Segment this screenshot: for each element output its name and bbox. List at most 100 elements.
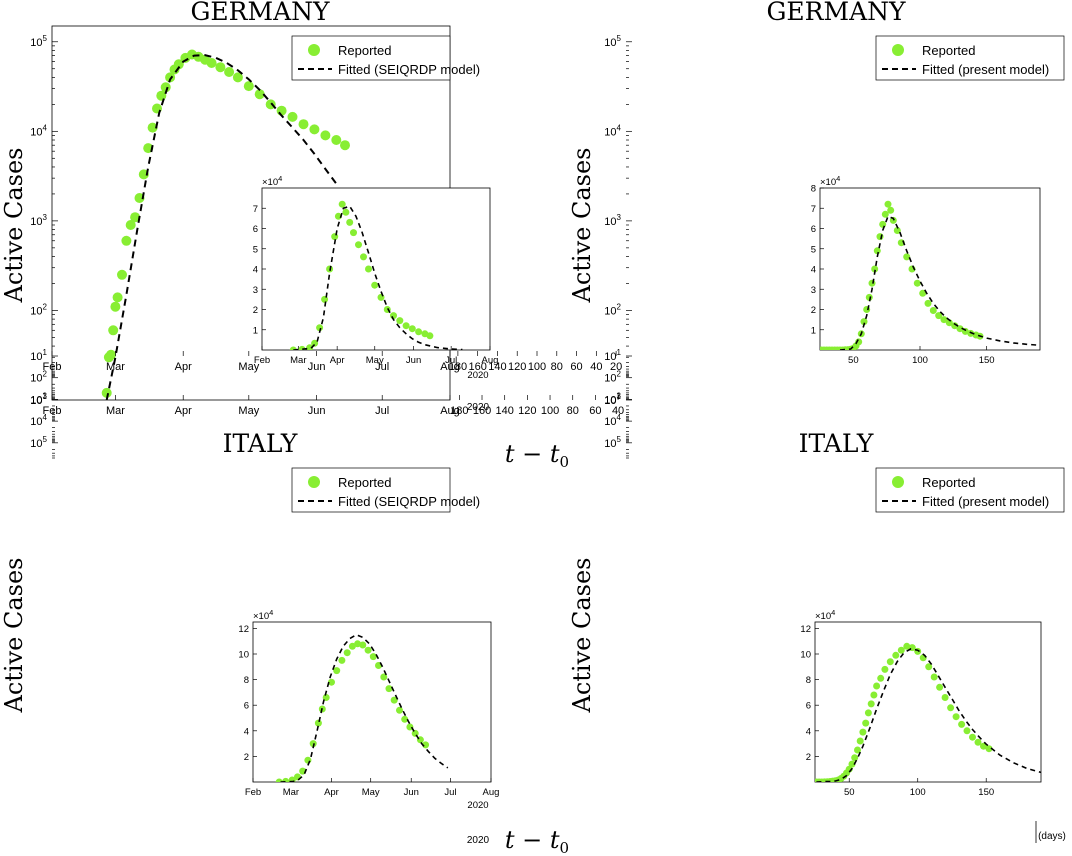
panel4-x-axis-note: (days) [1038, 831, 1066, 842]
panel2-inset-y-multiplier: ×104 [820, 174, 840, 188]
panel2-inset-x-tick-label: 50 [848, 355, 859, 366]
panel3-reported-point [305, 431, 315, 441]
panel4-inset-reported-point [925, 663, 933, 671]
panel4-inset-y-tick-label: 10 [800, 650, 811, 661]
panel2-y-tick-label: 103 [604, 213, 621, 228]
panel4-legend-box [875, 467, 1065, 513]
panel2-inset-y-tick-label: 4 [811, 265, 816, 276]
panel4-reported-point [492, 428, 502, 438]
panel3-inset-x-tick-label: Aug [483, 787, 500, 798]
panel2-legend-label: Reported [922, 43, 975, 58]
panel4-reported-point [573, 429, 583, 439]
panel3-inset-reported-point [359, 641, 367, 649]
panel2-reported-point [568, 54, 578, 64]
panel3-inset-reported-point [282, 777, 290, 782]
panel3-x-tick-label: Apr [175, 361, 192, 373]
panel2-reported-point [564, 57, 574, 67]
panel2-inset-reported-point [868, 279, 876, 287]
panel1-inset-x-note: 2020 [467, 370, 488, 381]
panel4: ITALY10110210310410520406080100120140160… [449, 348, 1066, 856]
panel2-x-tick-label: 140 [496, 405, 514, 417]
panel2-reported-point [579, 59, 589, 69]
panel3-inset-series-fitted [280, 633, 449, 782]
panel3-inset-reported-point [390, 696, 398, 704]
panel4-inset: 2 4 6 8 10 12 50 100 150 ×104 [800, 608, 1042, 798]
panel3-inset-reported-point [385, 685, 393, 693]
panel2-reported-point [609, 236, 619, 246]
panel2-reported-point [538, 94, 548, 104]
panel2-inset-y-tick-label: 7 [811, 204, 816, 215]
panel2-legend-reported-swatch [892, 44, 904, 56]
panel1-reported-point [156, 90, 167, 101]
panel1-reported-point [121, 235, 132, 246]
panel3-inset-reported-point [338, 656, 346, 664]
panel1-x-axis-note: 2020 [467, 402, 490, 413]
panel1-series-reported [101, 49, 350, 398]
panel1-inset-reported-point [371, 281, 379, 289]
panel4-y-tick-label: 105 [604, 435, 621, 450]
panel1-reported-point [134, 193, 145, 203]
panel4-x-tick-label: 140 [488, 361, 506, 373]
panel1-inset-reported-point [311, 339, 319, 347]
panel2-reported-point [600, 166, 610, 176]
panel1-inset-x-tick-label: Mar [290, 355, 306, 366]
panel4-inset-reported-point [854, 746, 861, 754]
panel1-reported-point [117, 269, 127, 280]
panel2-inset-y-tick-label: 2 [811, 305, 816, 316]
panel4-inset-reported-point [985, 745, 993, 753]
panel1-legend-label: Reported [338, 43, 391, 58]
panel1-reported-point [243, 81, 254, 92]
panel2-reported-point [511, 124, 521, 134]
panel4-reported-point [481, 425, 491, 435]
panel1-reported-point [206, 58, 217, 68]
panel3-reported-point [200, 438, 210, 448]
panel4-reported-point [571, 431, 581, 441]
panel3-reported-point [191, 437, 201, 447]
panel3-inset-reported-point [401, 715, 409, 723]
panel1-inset-reported-point [334, 212, 342, 220]
panel2-reported-point [529, 106, 539, 116]
panel3-inset-reported-point [422, 741, 430, 749]
panel2-reported-point [502, 134, 512, 144]
panel1-reported-point [224, 67, 235, 77]
panel2-reported-point [507, 130, 517, 140]
panel4-y-axis-label: Active Cases [568, 558, 596, 714]
panel2-inset-reported-point [865, 293, 873, 301]
panel3-inset-y-multiplier: ×104 [253, 608, 273, 622]
panel4-inset-reported-point [867, 700, 875, 708]
panel3-legend-reported-swatch [308, 476, 320, 488]
panel3-inset-y-tick-label: 2 [244, 752, 249, 763]
panel2-reported-point [525, 111, 535, 121]
panel1-reported-point [125, 220, 136, 230]
panel4-inset-reported-point [980, 742, 987, 750]
panel2-x-tick-label: 160 [473, 405, 491, 417]
panel2-legend-label: Fitted (present model) [922, 62, 1049, 77]
panel3-reported-point [174, 435, 184, 445]
panel4-inset-y-tick-label: 4 [806, 726, 811, 737]
panel4-legend-reported-swatch [892, 476, 904, 488]
panel1-inset-x-tick-label: Jul [445, 355, 457, 366]
panel3-inset-x-note: 2020 [467, 800, 488, 811]
panel1-reported-point [309, 124, 320, 135]
panel4-inset-reported-point [897, 646, 905, 654]
panel4-inset-reported-point [969, 733, 976, 741]
panel2-inset-reported-point [945, 319, 953, 327]
panel2-reported-point [575, 52, 585, 62]
panel1: GERMANY 101 102 103 104 105 Feb Mar Apr May Jun Jul… [0, 0, 498, 417]
panel1-inset-reported-point [360, 253, 367, 261]
panel3-inset-reported-point [364, 646, 372, 654]
panel1-inset-fitted-line [293, 205, 463, 350]
panel4-inset-x-tick-label: 100 [910, 787, 926, 798]
panel1-inset-x-tick-label: Jun [406, 355, 421, 366]
panel1-inset-reported-point [321, 295, 329, 303]
panel3-legend-label: Reported [338, 475, 391, 490]
panel4-inset-reported-point [848, 760, 856, 768]
panel2-reported-point [577, 55, 587, 65]
panel1-inset-reported-point [350, 229, 357, 237]
panel1-reported-point [101, 387, 112, 398]
panel3-inset-reported-point [328, 678, 335, 686]
panel1-inset-y-tick-label: 2 [253, 305, 258, 316]
